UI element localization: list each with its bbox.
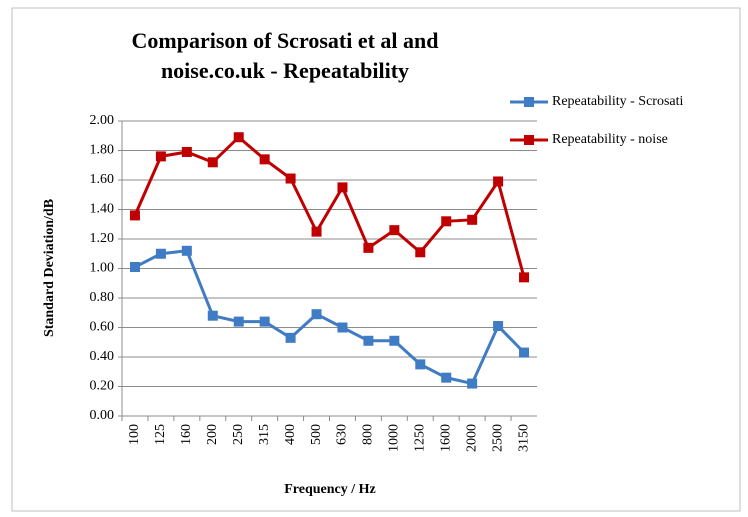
y-tick-label: 1.00 <box>90 261 115 276</box>
point-marker <box>207 310 218 321</box>
point-marker <box>311 309 322 320</box>
point-marker <box>181 146 192 157</box>
y-tick-label: 1.80 <box>90 143 115 158</box>
point-marker <box>181 245 192 256</box>
point-marker <box>285 332 296 343</box>
x-tick-label: 160 <box>179 424 194 445</box>
y-tick-label: 1.20 <box>90 231 115 246</box>
point-marker <box>415 359 426 370</box>
y-tick-label: 1.40 <box>90 202 115 217</box>
chart-title: Comparison of Scrosati et al and noise.c… <box>131 28 439 83</box>
point-marker <box>155 248 166 259</box>
point-marker <box>207 157 218 168</box>
point-marker <box>259 316 270 327</box>
y-tick-label: 0.80 <box>90 290 115 305</box>
point-marker <box>389 335 400 346</box>
point-marker <box>155 151 166 162</box>
point-marker <box>129 210 140 221</box>
y-tick-label: 0.40 <box>90 349 115 364</box>
y-tick-label: 1.60 <box>90 172 115 187</box>
x-tick-label: 1600 <box>438 424 453 452</box>
x-tick-label: 800 <box>361 424 376 445</box>
x-tick-label: 2500 <box>490 424 505 452</box>
x-tick-label: 630 <box>335 424 350 445</box>
point-marker <box>129 262 140 273</box>
x-tick-label: 125 <box>153 424 168 445</box>
x-tick-label: 3150 <box>516 424 531 452</box>
x-tick-label: 2000 <box>464 424 479 452</box>
point-marker <box>441 216 452 227</box>
point-marker <box>233 316 244 327</box>
point-marker <box>415 247 426 258</box>
series-line <box>134 249 526 386</box>
point-marker <box>337 322 348 333</box>
y-axis-title: Standard Deviation/dB <box>42 199 57 337</box>
x-tick-label: 100 <box>127 424 142 445</box>
series-line <box>133 135 526 278</box>
x-tick-label: 200 <box>205 424 220 445</box>
point-marker <box>337 182 348 193</box>
legend-label: Repeatability - Scrosati <box>552 94 684 109</box>
x-tick-label: 1250 <box>413 424 428 452</box>
legend-marker <box>524 135 534 145</box>
x-tick-label: 500 <box>309 424 324 445</box>
chart-border <box>11 7 741 512</box>
y-tick-label: 0.60 <box>90 320 115 335</box>
point-marker <box>493 176 504 187</box>
point-marker <box>467 378 478 389</box>
x-tick-label: 1000 <box>387 424 402 452</box>
point-marker <box>389 225 400 236</box>
point-marker <box>519 272 530 283</box>
x-axis-title: Frequency / Hz <box>284 482 376 497</box>
point-marker <box>519 347 530 358</box>
y-tick-label: 0.00 <box>90 408 115 423</box>
point-marker <box>233 132 244 143</box>
legend-label: Repeatability - noise <box>552 132 668 147</box>
point-marker <box>285 173 296 184</box>
point-marker <box>493 321 504 332</box>
point-marker <box>363 242 374 253</box>
x-tick-label: 250 <box>231 424 246 445</box>
point-marker <box>441 372 452 383</box>
legend-marker <box>524 97 534 107</box>
y-tick-label: 2.00 <box>90 113 115 128</box>
x-tick-label: 315 <box>257 424 272 445</box>
x-tick-label: 400 <box>283 424 298 445</box>
y-tick-label: 0.20 <box>90 379 115 394</box>
point-marker <box>311 226 322 237</box>
point-marker <box>259 154 270 165</box>
point-marker <box>363 335 374 346</box>
point-marker <box>467 214 478 225</box>
